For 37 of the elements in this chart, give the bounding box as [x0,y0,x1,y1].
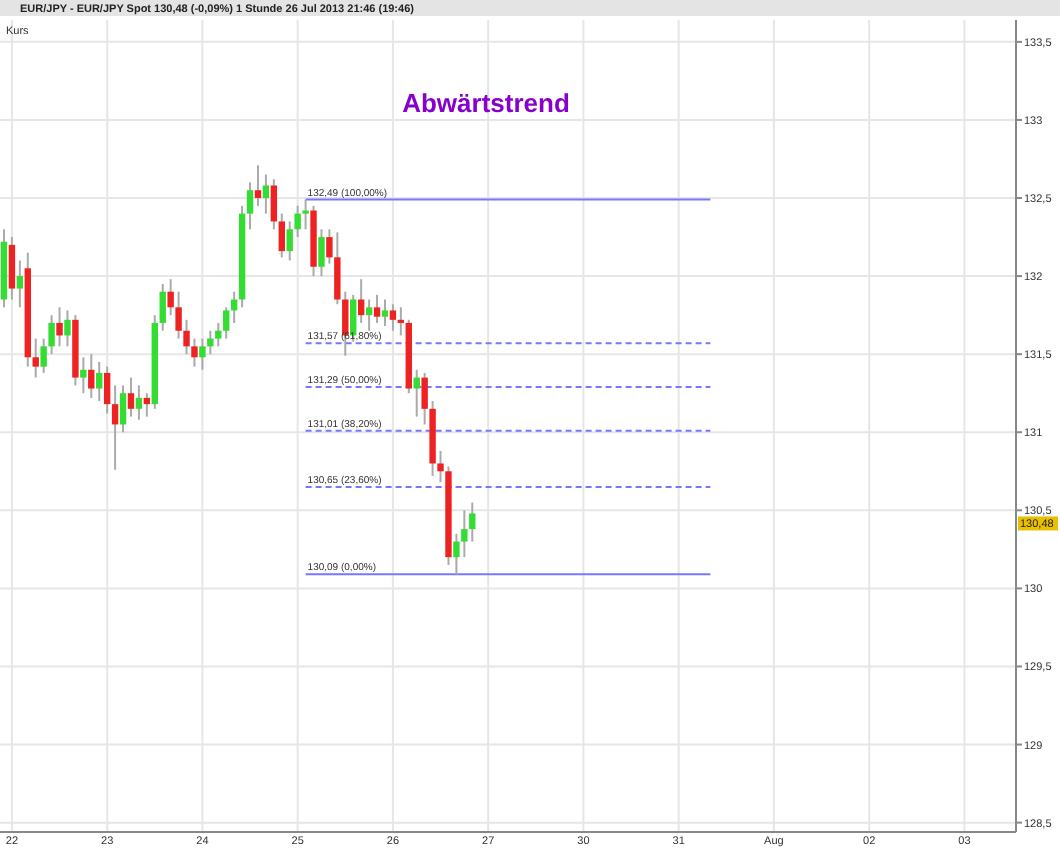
candlestick [357,278,365,324]
candlestick [143,392,151,418]
candlestick [32,337,39,379]
candlestick [88,353,95,399]
candlestick [365,298,373,332]
candlestick [286,220,293,262]
candlestick [119,384,127,434]
candlestick [56,306,63,348]
candlestick [8,236,16,301]
candlestick [278,212,285,259]
candlestick [246,181,254,231]
candlestick [159,282,166,332]
candlestick [469,501,476,543]
candlestick [96,360,103,403]
annotation: Abwärtstrend [402,88,570,118]
candlestick [397,306,405,337]
candlestick [413,368,420,418]
candlestick [80,356,87,395]
candlestick [111,384,119,471]
candlestick [199,337,206,371]
candlestick [64,309,71,348]
candlestick [373,293,381,324]
candlestick [223,306,230,340]
candlestick [207,329,214,356]
candlestick [461,509,468,559]
candlestick [381,298,389,328]
candlestick [135,384,143,421]
candlestick [16,259,24,309]
candlestick [389,303,397,332]
candlestick [302,198,309,231]
candlestick [215,321,222,348]
candlestick [103,365,111,415]
candlestick [270,178,278,231]
candlestick [262,173,270,215]
candlestick [254,164,262,207]
candlestick [318,228,325,278]
candlestick [127,376,135,418]
